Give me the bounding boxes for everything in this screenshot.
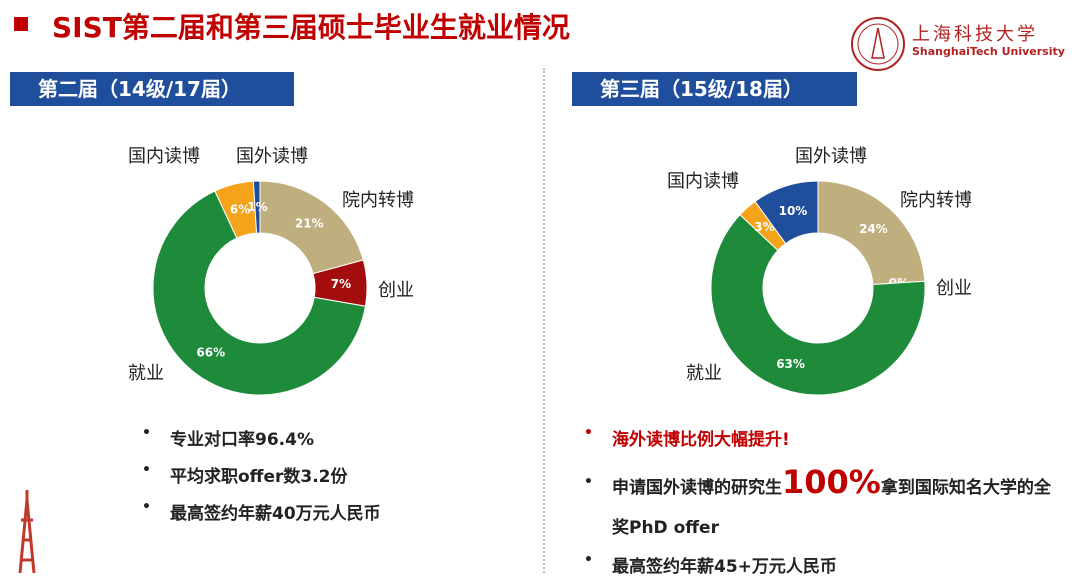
donut-slice (259, 180, 364, 275)
bullet: 最高签约年薪45+万元人民币 (584, 552, 837, 577)
panel-title: 第三届（15级/18届） (572, 72, 857, 106)
logo-cn: 上海科技大学 (912, 24, 1038, 45)
bullet: 最高签约年薪40万元人民币 (142, 499, 381, 524)
slide-title: SIST第二届和第三届硕士毕业生就业情况 (52, 11, 570, 44)
bullet-emphasis: 100% (782, 463, 881, 501)
data-label: 7% (331, 277, 351, 291)
data-label: 10% (779, 204, 808, 218)
category-label: 国外读博 (236, 146, 308, 167)
data-label: 1% (247, 200, 267, 214)
bullet: 申请国外读博的研究生100%拿到国际知名大学的全奖PhD offer (584, 462, 1052, 548)
category-label: 创业 (936, 278, 972, 299)
data-label: 21% (295, 217, 324, 231)
bullet: 平均求职offer数3.2份 (142, 462, 348, 487)
data-label: 63% (776, 357, 805, 371)
donut-slice (252, 180, 261, 234)
donut-slice (754, 180, 819, 245)
donut-slice (817, 180, 926, 286)
bullet-text: 申请国外读博的研究生 (612, 478, 782, 498)
title-marker (14, 17, 28, 31)
donut-slice (710, 214, 926, 396)
panel-title: 第二届（14级/17届） (10, 72, 294, 106)
bullet-text: 拿到国际知名大学的全奖PhD offer (612, 478, 1051, 538)
logo-emblem (851, 17, 905, 71)
category-label: 院内转博 (900, 190, 972, 211)
category-label: 国内读博 (667, 171, 739, 192)
category-label: 就业 (128, 363, 164, 384)
logo-en: ShanghaiTech University (912, 45, 1065, 58)
bullet: 专业对口率96.4% (142, 425, 314, 450)
data-label: 3% (754, 220, 774, 234)
data-label: 24% (859, 222, 888, 236)
bullet-highlight: 海外读博比例大幅提升! (584, 425, 790, 450)
data-label: 6% (230, 202, 250, 216)
donut-slice (152, 190, 367, 396)
category-label: 国内读博 (128, 146, 200, 167)
tower-decoration (18, 490, 36, 573)
category-label: 院内转博 (342, 190, 414, 211)
category-label: 创业 (378, 280, 414, 301)
category-label: 国外读博 (795, 146, 867, 167)
category-label: 就业 (686, 363, 722, 384)
divider (543, 68, 545, 573)
data-label: 66% (196, 345, 225, 359)
